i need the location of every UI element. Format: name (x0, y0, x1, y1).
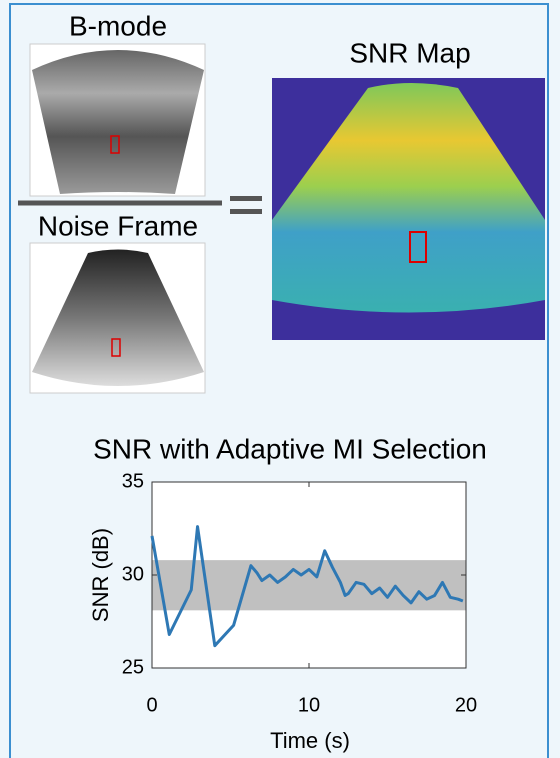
y-tick-label: 30 (122, 563, 144, 585)
snr-map-label: SNR Map (349, 37, 470, 68)
figure: B-mode Noise Frame SNR Map SNR with Adap… (0, 0, 560, 758)
bmode-label: B-mode (69, 10, 167, 41)
x-tick-label: 10 (298, 694, 320, 716)
y-tick-label: 25 (122, 656, 144, 678)
y-axis-label: SNR (dB) (88, 528, 113, 622)
page: B-mode Noise Frame SNR Map SNR with Adap… (0, 0, 560, 758)
equals-sign (230, 196, 262, 201)
x-axis-label: Time (s) (270, 728, 350, 753)
bmode-image (32, 50, 204, 194)
x-tick-label: 20 (455, 694, 477, 716)
y-tick-label: 35 (122, 470, 144, 492)
target-band (152, 560, 466, 610)
equals-sign (230, 209, 262, 214)
chart-title: SNR with Adaptive MI Selection (93, 433, 487, 464)
noise-label: Noise Frame (38, 210, 198, 241)
x-tick-label: 0 (146, 694, 157, 716)
